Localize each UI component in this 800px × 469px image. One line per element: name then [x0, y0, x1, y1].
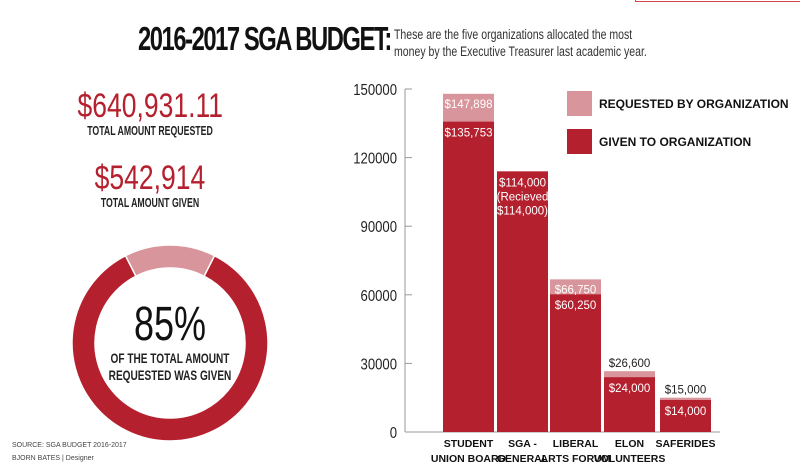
bar-requested-label: $66,750 [555, 284, 597, 296]
x-category-label: ARTS FORUM [541, 453, 611, 465]
x-category-label: STUDENT [444, 438, 494, 450]
bar-given [604, 377, 655, 432]
bar-given [497, 171, 548, 432]
y-tick-label: 90000 [361, 219, 397, 236]
source-note: SOURCE: SGA BUDGET 2016-2017 [12, 442, 127, 449]
bar-given-label: $114,000 [499, 177, 546, 189]
bar-given-label: $114,000) [497, 205, 548, 217]
donut-given-segment [71, 254, 269, 442]
bar-given [443, 121, 494, 433]
legend-label-given: GIVEN TO ORGANIZATION [599, 135, 751, 149]
legend-swatch-requested [567, 91, 592, 116]
page-subtitle: These are the five organizations allocat… [394, 26, 647, 60]
bar-given-label: $24,000 [609, 383, 651, 395]
bar-requested [550, 279, 601, 295]
bar-requested [443, 93, 494, 122]
donut-percent: 85% [133, 298, 207, 351]
x-category-label: LIBERAL [553, 438, 599, 450]
bar-given-label: (Recieved [497, 191, 549, 203]
corner-decoration [635, 0, 800, 2]
page-title: 2016-2017 SGA BUDGET: [138, 20, 392, 57]
donut-requested-segment [124, 244, 216, 278]
donut-caption-line-1: OF THE TOTAL AMOUNT [110, 350, 230, 366]
bar-requested-label: $147,898 [445, 99, 493, 111]
legend-label-requested: REQUESTED BY ORGANIZATION [599, 97, 789, 111]
x-category-label: GENERAL [497, 453, 549, 465]
bar-requested [660, 397, 711, 400]
subtitle-line-2: money by the Executive Treasurer last ac… [394, 44, 647, 59]
bar-requested [604, 371, 655, 378]
y-tick-label: 30000 [361, 356, 397, 373]
y-tick-label: 0 [390, 425, 397, 442]
donut-caption-line-2: REQUESTED WAS GIVEN [108, 367, 232, 383]
bar-given [660, 399, 711, 432]
total-given-stat: $542,914 TOTAL AMOUNT GIVEN [0, 160, 300, 211]
total-requested-value: $640,931.11 [77, 87, 223, 125]
bar-given [550, 294, 601, 432]
y-tick-label: 60000 [361, 288, 397, 305]
bar-requested-label: $15,000 [665, 385, 707, 397]
total-given-value: $542,914 [94, 159, 206, 197]
y-tick-label: 150000 [353, 82, 397, 99]
x-category-label: SAFERIDES [655, 438, 715, 450]
total-requested-stat: $640,931.11 TOTAL AMOUNT REQUESTED [0, 88, 300, 139]
total-given-label: TOTAL AMOUNT GIVEN [100, 196, 200, 210]
bar-given-label: $14,000 [665, 406, 707, 418]
designer-credit: BJORN BATES | Designer [12, 455, 94, 462]
subtitle-line-1: These are the five organizations allocat… [394, 27, 633, 42]
x-category-label: VOLUNTEERS [594, 453, 666, 465]
donut-chart [71, 244, 269, 442]
donut-center-text: 85% OF THE TOTAL AMOUNT REQUESTED WAS GI… [70, 300, 270, 384]
total-requested-label: TOTAL AMOUNT REQUESTED [87, 124, 213, 138]
legend-swatch-given [567, 129, 592, 154]
bar-given-label: $60,250 [555, 300, 597, 312]
bar-given-label: $135,753 [445, 128, 493, 140]
bar-requested-label: $26,600 [609, 358, 651, 370]
x-category-label: UNION BOARD [431, 453, 507, 465]
y-tick-label: 120000 [353, 150, 397, 167]
x-category-label: SGA - [508, 438, 537, 450]
x-category-label: ELON [615, 438, 644, 450]
